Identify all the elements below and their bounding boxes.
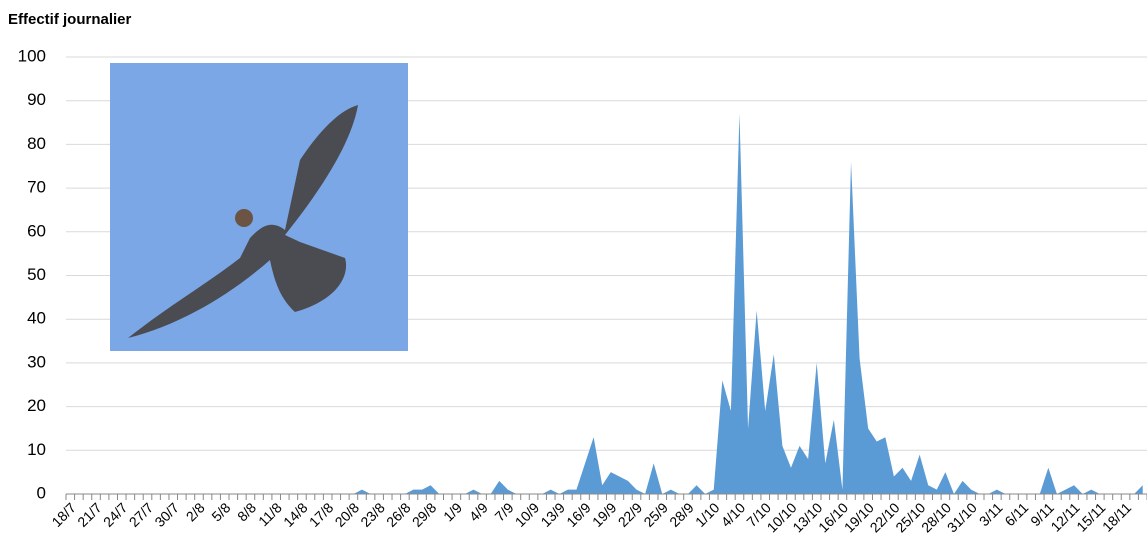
x-tick-label: 24/7 <box>100 499 131 530</box>
x-tick-label: 13/9 <box>537 499 568 530</box>
x-tick-label: 17/8 <box>306 499 337 530</box>
x-tick-label: 25/9 <box>640 499 671 530</box>
x-tick-label: 21/7 <box>74 499 105 530</box>
x-tick-label: 15/11 <box>1073 499 1109 535</box>
y-tick-label: 70 <box>27 178 46 197</box>
x-tick-label: 31/10 <box>944 499 980 535</box>
x-tick-label: 1/10 <box>692 499 723 530</box>
x-tick-label: 1/9 <box>440 499 465 524</box>
x-tick-label: 29/8 <box>409 499 440 530</box>
x-tick-label: 20/8 <box>332 499 363 530</box>
y-tick-label: 100 <box>18 46 46 65</box>
x-tick-label: 4/10 <box>718 499 749 530</box>
x-tick-label: 26/8 <box>383 499 414 530</box>
y-tick-label: 90 <box>27 90 46 109</box>
x-tick-label: 18/11 <box>1099 499 1135 535</box>
x-tick-label: 27/7 <box>126 499 157 530</box>
x-tick-label: 22/9 <box>615 499 646 530</box>
x-tick-label: 11/8 <box>255 499 285 529</box>
x-tick-label: 19/9 <box>589 499 620 530</box>
x-tick-label: 4/9 <box>466 499 491 524</box>
y-tick-label: 0 <box>37 483 46 502</box>
y-tick-label: 80 <box>27 134 46 153</box>
photo <box>110 63 408 351</box>
x-tick-label: 8/8 <box>234 499 259 524</box>
x-tick-label: 10/9 <box>512 499 543 530</box>
x-tick-label: 3/11 <box>976 499 1006 529</box>
y-tick-label: 50 <box>27 265 46 284</box>
x-tick-label: 2/8 <box>183 499 208 524</box>
x-tick-label: 18/7 <box>48 499 79 530</box>
x-tick-label: 28/9 <box>666 499 697 530</box>
y-tick-label: 60 <box>27 221 46 240</box>
y-tick-label: 20 <box>27 396 46 415</box>
x-tick-label: 23/8 <box>357 499 388 530</box>
y-tick-label: 10 <box>27 440 46 459</box>
x-tick-label: 30/7 <box>151 499 182 530</box>
chart-title: Effectif journalier <box>8 11 132 28</box>
x-tick-label: 5/8 <box>208 499 233 524</box>
x-tick-label: 16/9 <box>563 499 594 530</box>
x-tick-label: 14/8 <box>280 499 311 530</box>
y-tick-label: 40 <box>27 309 46 328</box>
x-tick-label: 6/11 <box>1001 499 1031 529</box>
y-tick-label: 30 <box>27 352 46 371</box>
x-tick-label: 12/11 <box>1047 499 1083 535</box>
